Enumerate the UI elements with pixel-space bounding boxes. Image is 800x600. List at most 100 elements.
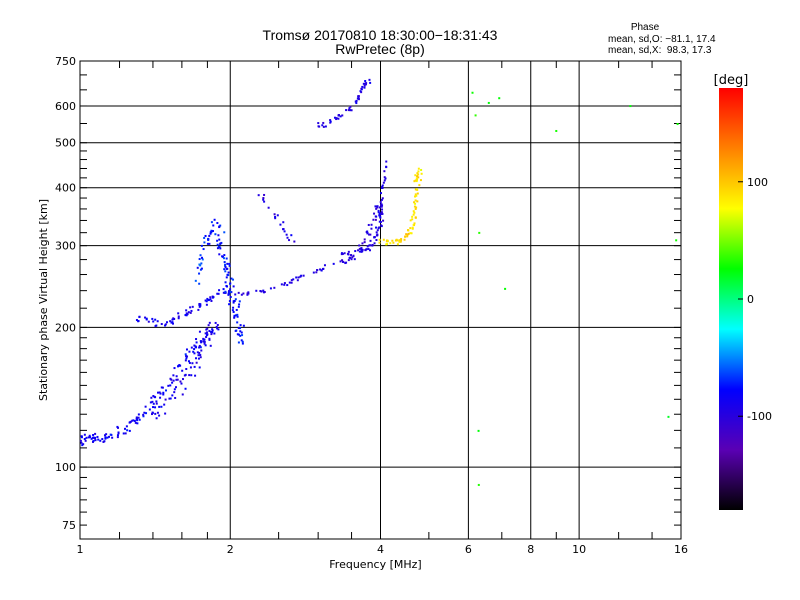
echo-point [320, 269, 323, 272]
echo-point [231, 309, 234, 312]
echo-point [154, 325, 157, 328]
echo-point [117, 431, 120, 434]
echo-point [187, 311, 190, 314]
echo-point [366, 232, 369, 235]
phase-colorbar: -100 0 100 [deg] [714, 73, 772, 510]
echo-point [152, 395, 155, 398]
echo-point [323, 264, 326, 267]
echo-point [208, 330, 211, 333]
echo-point [504, 287, 507, 290]
echo-point [220, 241, 223, 244]
echo-point [226, 262, 229, 265]
echo-point [415, 177, 418, 180]
echo-point [324, 125, 327, 128]
echo-point [137, 416, 140, 419]
echo-point [262, 289, 265, 292]
echo-point [286, 284, 289, 287]
echo-point [128, 421, 131, 424]
echo-point [361, 85, 364, 88]
echo-point [92, 436, 95, 439]
echo-point [359, 90, 362, 93]
echo-point [222, 257, 225, 260]
echo-point [300, 274, 303, 277]
echo-point [181, 378, 184, 381]
echo-point [203, 338, 206, 341]
echo-point [406, 235, 409, 238]
echo-point [396, 243, 399, 246]
echo-point [156, 411, 159, 414]
echo-point [384, 177, 387, 180]
echo-point [321, 124, 324, 127]
echo-point [385, 239, 388, 242]
echo-point [361, 248, 364, 251]
echo-point [87, 436, 90, 439]
echo-point [409, 219, 412, 222]
echo-point [203, 241, 206, 244]
echo-point [234, 298, 237, 301]
echo-point [233, 300, 236, 303]
echo-point [283, 230, 286, 233]
echo-point [375, 226, 378, 229]
echo-point [186, 312, 189, 315]
echo-point [184, 314, 187, 317]
echo-point [209, 232, 212, 235]
echo-point [218, 289, 221, 292]
echo-point [411, 215, 414, 218]
echo-point [159, 392, 162, 395]
echo-point [94, 436, 97, 439]
echo-point [412, 210, 415, 213]
echo-point [240, 331, 243, 334]
echo-point [413, 222, 416, 225]
echo-point [201, 258, 204, 261]
echo-point [181, 393, 184, 396]
echo-point [383, 170, 386, 173]
echo-point [375, 207, 378, 210]
echo-point [200, 267, 203, 270]
echo-point [198, 346, 201, 349]
echo-point [207, 238, 210, 241]
echo-point [228, 300, 231, 303]
echo-point [217, 245, 220, 248]
colorbar-tick-label: 0 [747, 293, 754, 306]
echo-point [382, 181, 385, 184]
echo-point [191, 305, 194, 308]
echo-point [333, 116, 336, 119]
echo-point [178, 364, 181, 367]
echo-point [239, 324, 242, 327]
echo-point [229, 290, 232, 293]
echo-point [407, 232, 410, 235]
echo-point [293, 240, 296, 243]
echo-point [259, 289, 262, 292]
echo-point [370, 223, 373, 226]
echo-point [373, 242, 376, 245]
echo-point [357, 98, 360, 101]
echo-point [190, 374, 193, 377]
echo-point [206, 297, 209, 300]
echo-point [404, 235, 407, 238]
echo-point [217, 234, 220, 237]
echo-point [160, 405, 163, 408]
echo-point [367, 248, 370, 251]
echo-point [135, 416, 138, 419]
echo-point [415, 188, 418, 191]
echo-point [198, 344, 201, 347]
echo-point [224, 263, 227, 266]
echo-point [350, 258, 353, 261]
echo-point [374, 205, 377, 208]
echo-point [176, 378, 179, 381]
echo-point [282, 221, 285, 224]
echo-point [204, 299, 207, 302]
echo-point [208, 321, 211, 324]
axis-ticks [80, 60, 681, 539]
echo-point [205, 300, 208, 303]
echo-point [239, 334, 242, 337]
echo-point [246, 292, 249, 295]
echo-point [365, 82, 368, 85]
echo-point [131, 419, 134, 422]
echo-point [101, 438, 104, 441]
echo-point [156, 320, 159, 323]
colorbar-label: [deg] [714, 73, 749, 88]
echo-point [200, 244, 203, 247]
echo-point [290, 234, 293, 237]
echo-point [97, 438, 100, 441]
